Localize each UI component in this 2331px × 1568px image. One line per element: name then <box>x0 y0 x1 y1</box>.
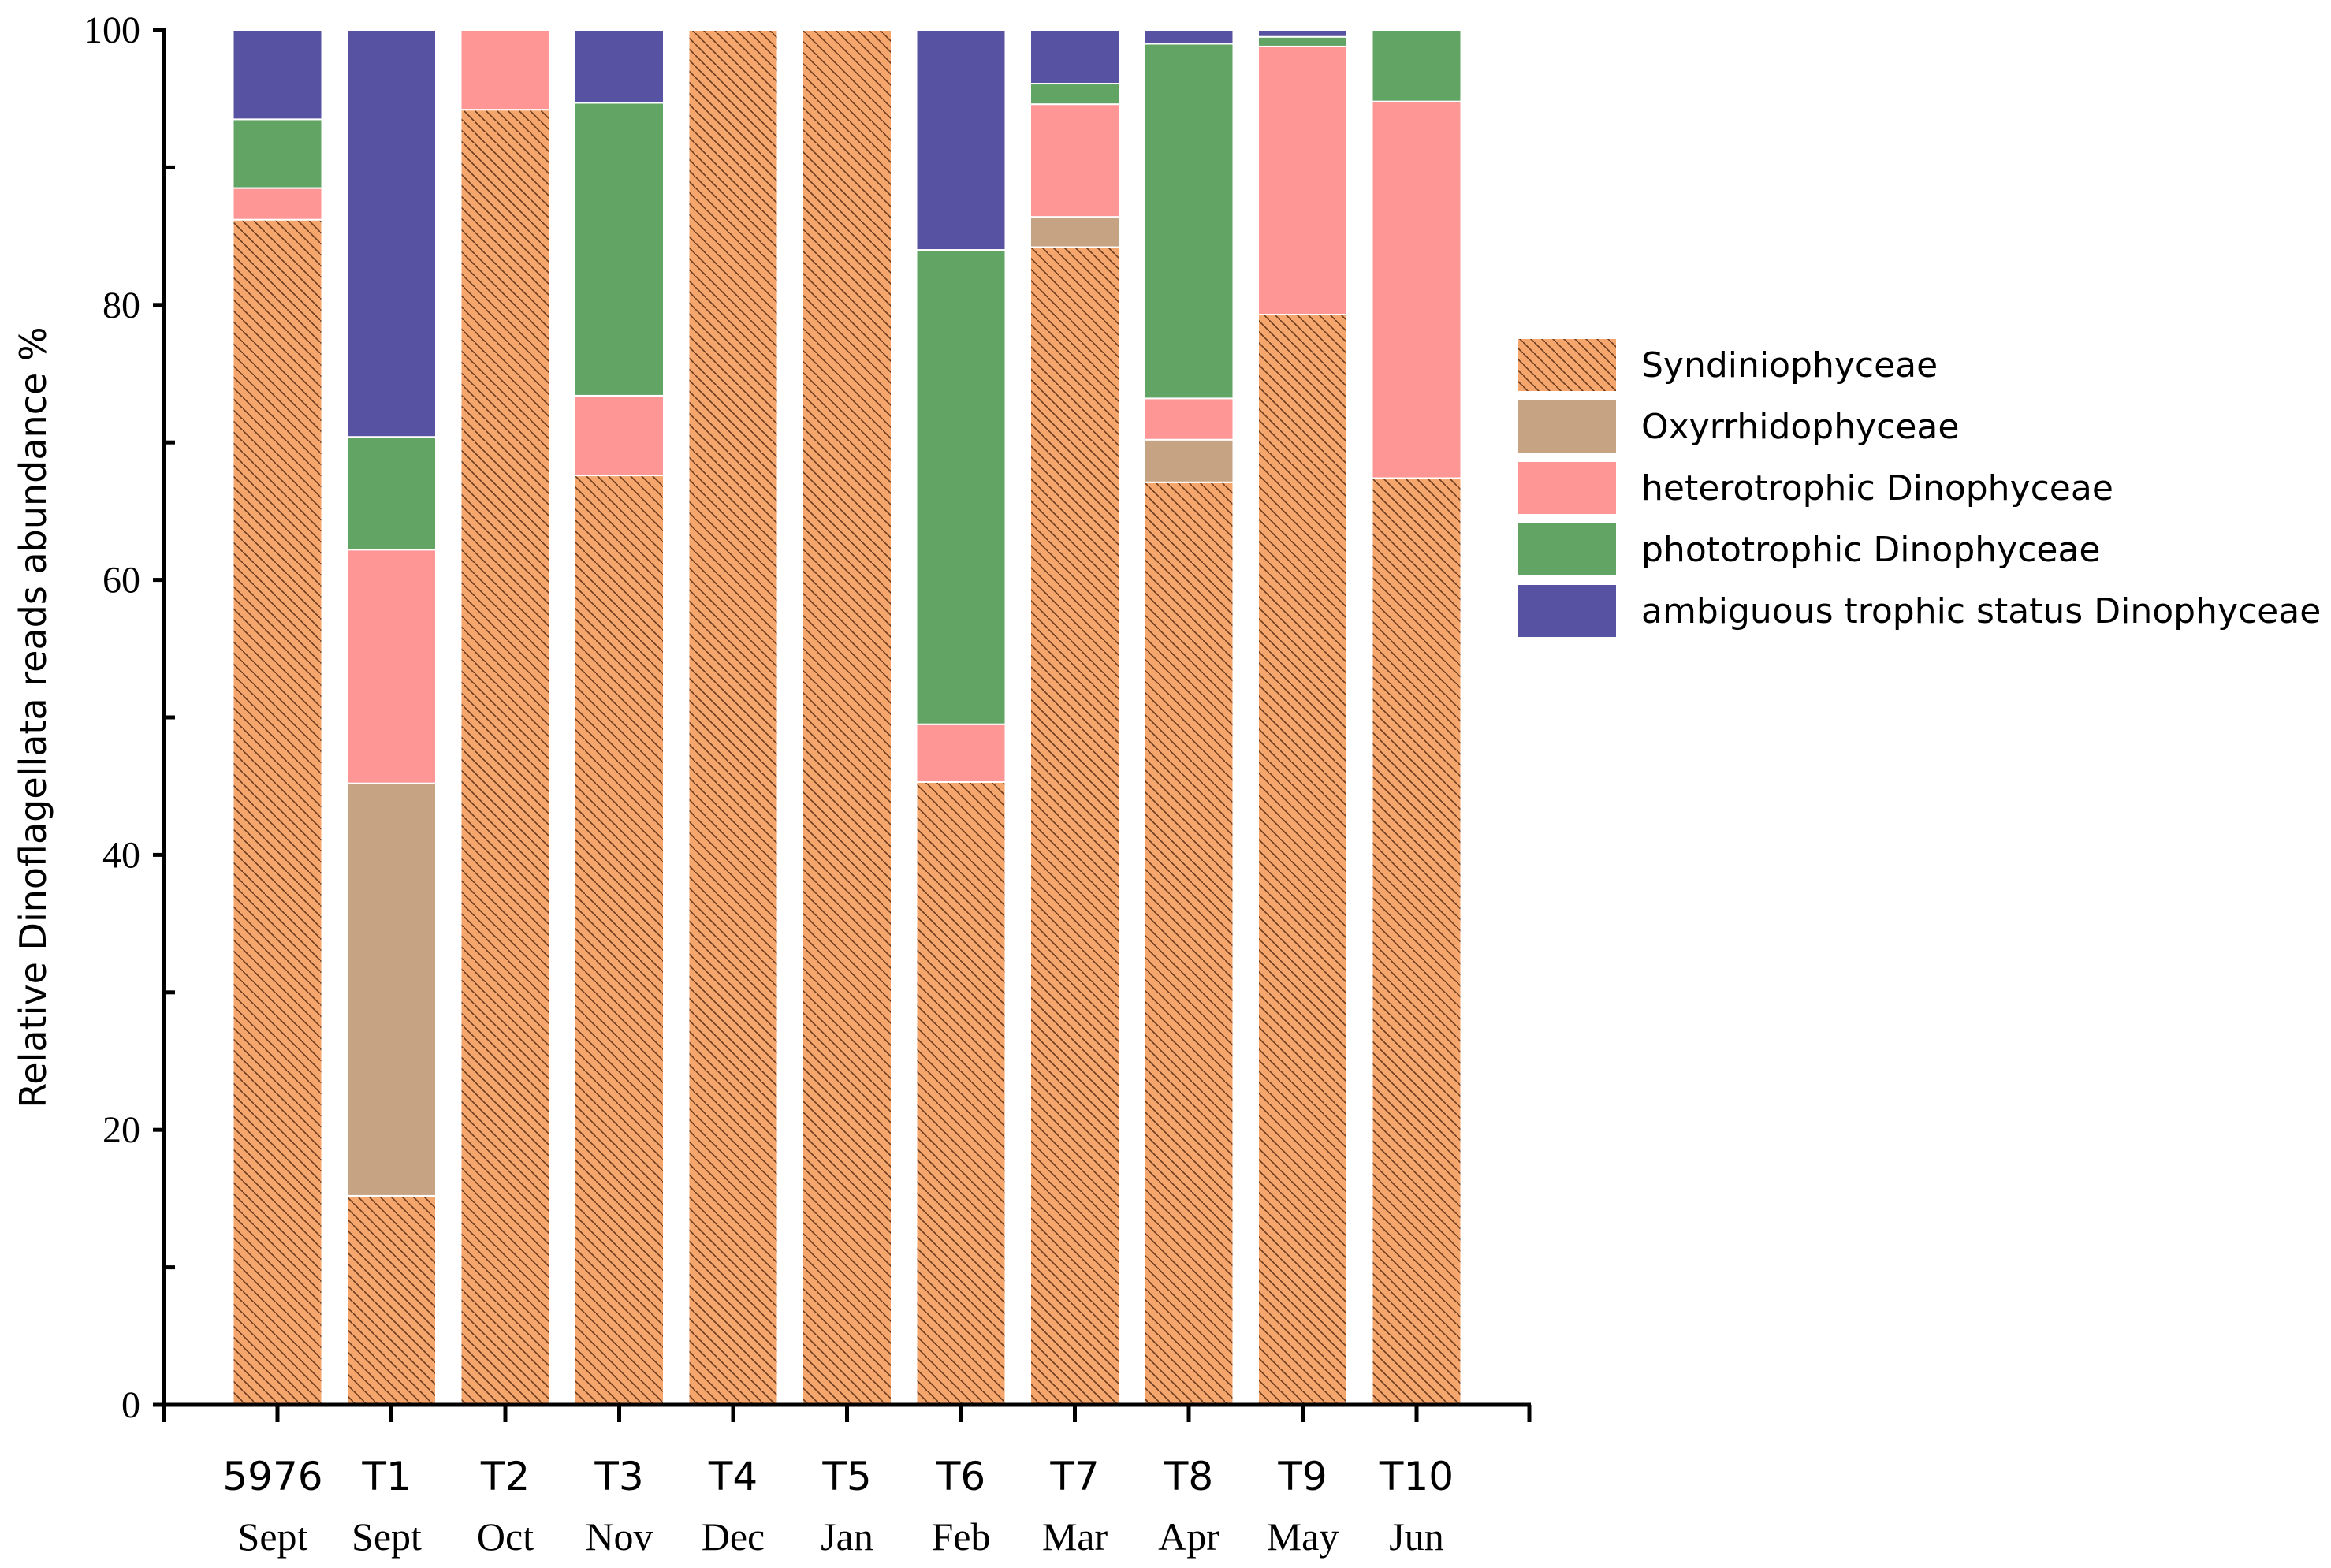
legend-swatch <box>1518 400 1616 453</box>
x-month-label: Mar <box>1042 1514 1108 1559</box>
bar-segment-5976-s0 <box>232 218 323 1406</box>
y-axis-label: Relative Dinoflagellata reads abundance … <box>12 326 54 1108</box>
bar-segment-t9-s0 <box>1257 314 1348 1406</box>
y-tick-label: 40 <box>102 834 140 876</box>
bar-segment-t9-s2 <box>1257 45 1348 316</box>
x-month-label: May <box>1267 1514 1339 1559</box>
legend-swatch <box>1518 339 1616 391</box>
bar-segment-t10-s0 <box>1371 477 1462 1406</box>
bar-segment-5976-s2 <box>232 187 323 221</box>
bar-segment-t8-s2 <box>1143 397 1234 441</box>
y-tick-label: 80 <box>102 285 140 326</box>
x-month-label: Sept <box>352 1514 422 1559</box>
bar-segment-t7-s2 <box>1030 103 1120 218</box>
bar-segment-t9-s3 <box>1257 35 1348 47</box>
bar-segment-t7-s0 <box>1030 246 1120 1406</box>
bar-segment-t1-s0 <box>346 1194 437 1406</box>
legend-entry-label: Syndiniophyceae <box>1641 345 1938 385</box>
bar-segment-t7-s4 <box>1030 29 1120 85</box>
bar-segment-t8-s1 <box>1143 438 1234 483</box>
legend-swatch <box>1518 523 1616 575</box>
legend-swatch <box>1518 585 1616 637</box>
x-month-label: Feb <box>932 1514 991 1559</box>
y-tick-label: 20 <box>102 1109 140 1151</box>
bar-segment-t2-s0 <box>460 109 551 1406</box>
bars-group <box>232 29 1462 1406</box>
bar-segment-t10-s3 <box>1371 29 1462 102</box>
bar-segment-t3-s3 <box>574 102 665 397</box>
x-month-label: Apr <box>1158 1514 1219 1559</box>
bar-segment-t8-s0 <box>1143 481 1234 1406</box>
bar-segment-t7-s1 <box>1030 216 1120 248</box>
legend-entry-label: heterotrophic Dinophyceae <box>1641 468 2113 508</box>
bar-segment-t1-s2 <box>346 549 437 784</box>
x-month-label: Jun <box>1389 1514 1443 1559</box>
x-month-label: Nov <box>585 1514 653 1559</box>
bar-segment-t6-s4 <box>915 29 1007 251</box>
x-category-label: T4 <box>708 1454 758 1499</box>
bar-segment-t1-s1 <box>346 782 437 1197</box>
x-category-label: T1 <box>361 1454 411 1499</box>
legend-swatch <box>1518 462 1616 514</box>
legend-entry-label: phototrophic Dinophyceae <box>1641 530 2100 570</box>
x-category-label: T5 <box>821 1454 871 1499</box>
legend-entry-label: Oxyrrhidophyceae <box>1641 407 1959 447</box>
x-month-label: Jan <box>821 1514 873 1559</box>
x-category-label: T7 <box>1049 1454 1099 1499</box>
x-category-label: T2 <box>480 1454 530 1499</box>
bar-segment-t3-s4 <box>574 29 665 104</box>
y-tick-label: 60 <box>102 560 140 602</box>
bar-segment-t10-s2 <box>1371 100 1462 479</box>
bar-segment-t8-s3 <box>1143 43 1234 400</box>
bar-segment-t4-s0 <box>687 29 779 1406</box>
y-tick-label: 0 <box>121 1384 140 1426</box>
y-tick-label: 100 <box>84 9 140 51</box>
bar-segment-t3-s2 <box>574 394 665 477</box>
bar-segment-t2-s2 <box>460 29 551 111</box>
x-month-label: Dec <box>702 1514 765 1559</box>
x-category-label: T6 <box>936 1454 985 1499</box>
bar-segment-t6-s0 <box>915 780 1007 1406</box>
bar-segment-t9-s4 <box>1257 29 1348 38</box>
bar-segment-t3-s0 <box>574 475 665 1406</box>
x-month-label: Sept <box>238 1514 308 1559</box>
legend-entry-label: ambiguous trophic status Dinophyceae <box>1641 591 2321 631</box>
bar-segment-t1-s4 <box>346 29 437 438</box>
y-ticks: 0 20 40 60 80 100 <box>84 9 175 1426</box>
bar-segment-t5-s0 <box>802 29 892 1406</box>
bar-segment-t6-s3 <box>915 249 1007 725</box>
x-month-label: Oct <box>477 1514 534 1559</box>
bar-segment-t6-s2 <box>915 723 1007 783</box>
x-category-label: T3 <box>594 1454 643 1499</box>
x-category-label: 5976 <box>222 1454 322 1499</box>
x-ticks: 5976 Sept T1 Sept T2 Oct T3 Nov T4 Dec T5 Jan T6 Feb T… <box>162 1405 1532 1559</box>
bar-segment-t7-s3 <box>1030 83 1120 106</box>
bar-segment-5976-s3 <box>232 118 323 189</box>
x-category-label: T8 <box>1164 1454 1213 1499</box>
legend: Syndiniophyceae Oxyrrhidophyceae heterotro… <box>1518 339 2321 637</box>
bar-segment-t8-s4 <box>1143 29 1234 45</box>
x-category-label: T10 <box>1379 1454 1454 1499</box>
bar-segment-5976-s4 <box>232 29 323 121</box>
bar-segment-t1-s3 <box>346 436 437 551</box>
x-category-label: T9 <box>1277 1454 1327 1499</box>
